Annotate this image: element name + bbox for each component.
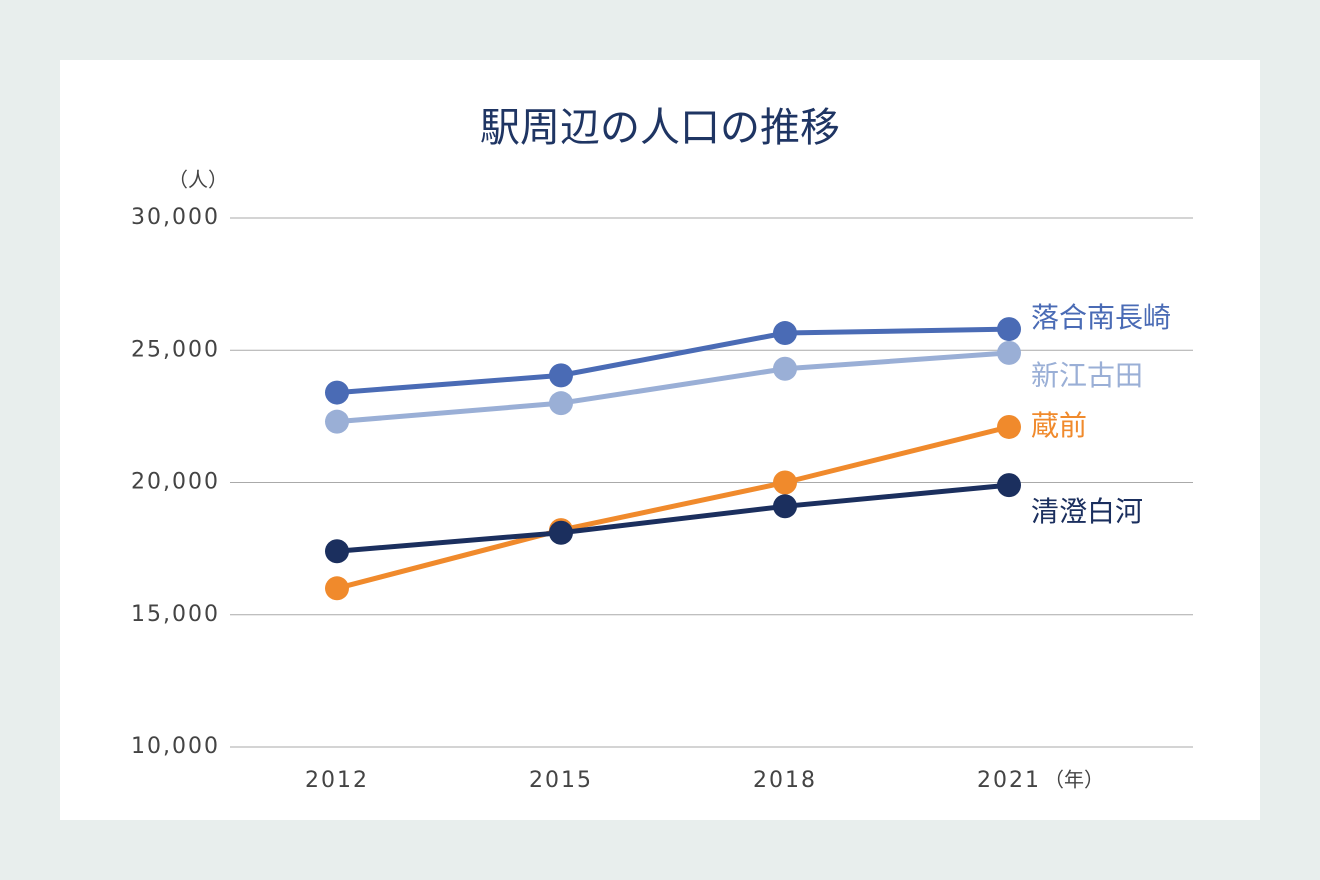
point — [773, 356, 797, 381]
point — [997, 414, 1021, 439]
y-tick-label: 10,000 — [131, 734, 220, 759]
point — [997, 473, 1021, 498]
point — [325, 380, 349, 405]
y-tick-label: 30,000 — [131, 205, 220, 230]
series-label: 新江古田 — [1031, 359, 1143, 392]
point — [773, 321, 797, 346]
y-unit: （人） — [168, 168, 228, 192]
x-unit: （年） — [1044, 768, 1104, 792]
point — [773, 494, 797, 519]
point — [549, 363, 573, 388]
point — [549, 391, 573, 416]
chart-title: 駅周辺の人口の推移 — [480, 105, 840, 151]
point — [549, 520, 573, 545]
x-tick-label: 2021 — [977, 768, 1041, 793]
point — [773, 470, 797, 495]
point — [325, 539, 349, 564]
x-tick-label: 2018 — [753, 768, 817, 793]
series-line — [336, 350, 1010, 425]
series-label: 蔵前 — [1031, 409, 1087, 442]
series-label: 落合南長崎 — [1031, 301, 1171, 334]
y-tick-label: 20,000 — [131, 470, 220, 495]
series-line — [336, 326, 1010, 396]
panel — [60, 60, 1260, 820]
series-label: 清澄白河 — [1031, 495, 1143, 528]
point — [325, 409, 349, 434]
y-tick-label: 15,000 — [131, 602, 220, 627]
x-tick-label: 2012 — [305, 768, 369, 793]
point — [997, 340, 1021, 365]
y-tick-label: 25,000 — [131, 337, 220, 362]
x-tick-label: 2015 — [529, 768, 593, 793]
series-line — [336, 482, 1010, 554]
point — [325, 576, 349, 601]
point — [997, 317, 1021, 342]
series-line — [336, 424, 1010, 591]
